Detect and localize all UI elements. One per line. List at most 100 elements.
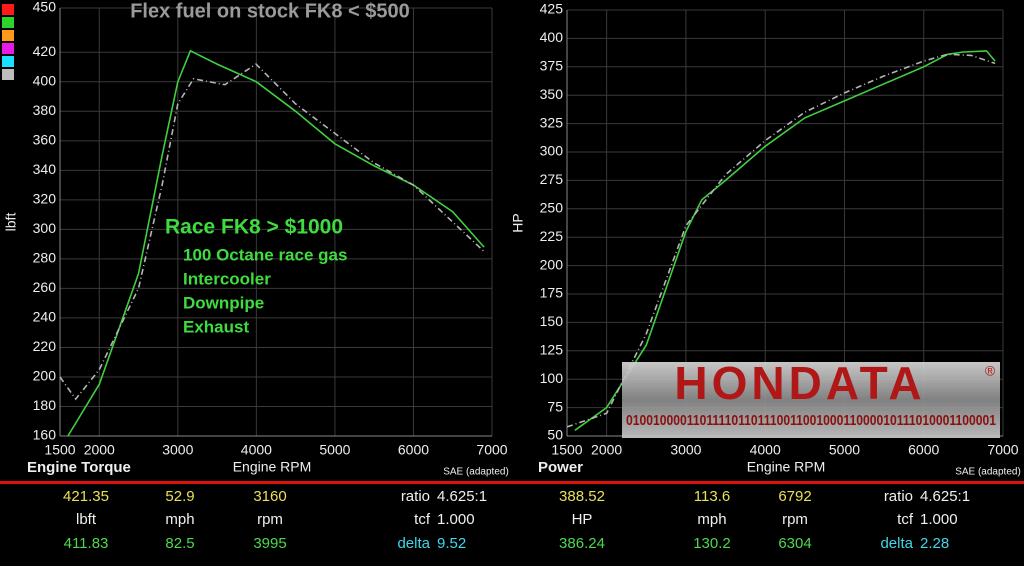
x-tick-label: 4000: [750, 442, 781, 458]
readout: lbft: [76, 511, 97, 528]
y-tick-label: 160: [33, 427, 57, 443]
readout: 411.83: [64, 535, 109, 552]
x-axis-label: Engine RPM: [233, 459, 312, 475]
readout: rpm: [257, 511, 283, 528]
separator: [0, 481, 1024, 484]
swatch: [2, 69, 14, 80]
readout: delta: [397, 535, 430, 552]
annotation: Flex fuel on stock FK8 < $500: [130, 0, 410, 22]
readout: 3995: [253, 535, 286, 552]
y-tick-label: 200: [33, 368, 57, 384]
y-tick-label: 50: [547, 427, 563, 443]
readout: tcf: [414, 511, 431, 528]
readouts: 421.35 52.9 3160 ratio 4.625:1 lbft mph rpm tcf 1…: [63, 488, 970, 552]
readout: rpm: [782, 511, 808, 528]
y-tick-label: 175: [540, 285, 564, 301]
readout: 388.52: [559, 488, 605, 505]
y-tick-label: 150: [540, 313, 564, 329]
logo-plate: [622, 362, 1000, 438]
readout: 9.52: [437, 535, 466, 552]
x-tick-label: 2000: [591, 442, 622, 458]
annotation: Downpipe: [183, 293, 264, 312]
y-tick-label: 350: [540, 86, 564, 102]
y-tick-label: 320: [33, 191, 57, 207]
readout: 2.28: [920, 535, 949, 552]
note: SAE (adapted): [955, 467, 1021, 478]
y-tick-label: 450: [33, 0, 57, 15]
x-tick-label: 1500: [44, 442, 75, 458]
y-tick-label: 400: [540, 29, 564, 45]
x-tick-label: 4000: [241, 442, 272, 458]
readout: 4.625:1: [920, 488, 970, 505]
x-tick-label: 1500: [551, 442, 582, 458]
y-tick-label: 280: [33, 250, 57, 266]
logo: HONDATA ® 010010000110111101101110011001…: [622, 357, 1000, 438]
x-tick-label: 7000: [987, 442, 1018, 458]
readout: ratio: [884, 488, 913, 505]
y-tick-label: 125: [540, 342, 564, 358]
y-tick-label: 225: [540, 228, 564, 244]
series-line: [566, 53, 996, 428]
x-tick-label: 7000: [476, 442, 507, 458]
readout: 82.5: [165, 535, 194, 552]
y-axis-label: HP: [510, 213, 526, 232]
y-tick-label: 425: [540, 1, 564, 17]
y-tick-label: 420: [33, 43, 57, 59]
note: SAE (adapted): [443, 467, 509, 478]
series-line: [67, 49, 485, 437]
swatch: [2, 30, 14, 41]
swatch: [2, 17, 14, 28]
swatches: [2, 4, 14, 80]
x-tick-label: 2000: [84, 442, 115, 458]
readout: 6792: [778, 488, 811, 505]
logo-binary: 0100100001101111011011100110010001100001…: [626, 412, 996, 429]
chart-title: Engine Torque: [27, 459, 131, 476]
swatch: [2, 43, 14, 54]
x-tick-label: 6000: [398, 442, 429, 458]
readout: 52.9: [165, 488, 194, 505]
series-line: [59, 63, 485, 401]
y-axis-label: lbft: [3, 213, 19, 232]
y-tick-label: 360: [33, 132, 57, 148]
y-tick-label: 300: [33, 220, 57, 236]
x-tick-label: 6000: [908, 442, 939, 458]
annotation: Intercooler: [183, 269, 271, 288]
y-tick-label: 240: [33, 309, 57, 325]
y-tick-label: 340: [33, 161, 57, 177]
readout: 3160: [253, 488, 286, 505]
readout: mph: [697, 511, 726, 528]
readout: 130.2: [693, 535, 731, 552]
readout: 113.6: [694, 488, 730, 505]
x-tick-label: 5000: [829, 442, 860, 458]
y-tick-label: 325: [540, 114, 564, 130]
readout: 1.000: [920, 511, 958, 528]
y-tick-label: 100: [540, 370, 564, 386]
y-tick-label: 400: [33, 72, 57, 88]
readout: delta: [880, 535, 913, 552]
readout: tcf: [897, 511, 914, 528]
y-tick-label: 375: [540, 58, 564, 74]
y-tick-label: 250: [540, 200, 564, 216]
y-tick-label: 220: [33, 338, 57, 354]
x-tick-label: 3000: [162, 442, 193, 458]
readout: 421.35: [63, 488, 109, 505]
y-tick-label: 75: [547, 398, 563, 414]
readout: mph: [165, 511, 194, 528]
swatch: [2, 4, 14, 15]
readout: 6304: [778, 535, 811, 552]
readout: 1.000: [437, 511, 475, 528]
annotation: 100 Octane race gas: [183, 245, 347, 264]
x-tick-label: 3000: [670, 442, 701, 458]
y-tick-label: 275: [540, 171, 564, 187]
logo-name: HONDATA: [674, 357, 925, 409]
chart-title: Power: [538, 459, 583, 476]
y-tick-label: 180: [33, 397, 57, 413]
logo-mark: ®: [985, 363, 996, 379]
swatch: [2, 56, 14, 67]
y-tick-label: 200: [540, 256, 564, 272]
x-axis-label: Engine RPM: [747, 459, 826, 475]
y-tick-label: 300: [540, 143, 564, 159]
annotation: Exhaust: [183, 317, 249, 336]
y-tick-label: 260: [33, 279, 57, 295]
